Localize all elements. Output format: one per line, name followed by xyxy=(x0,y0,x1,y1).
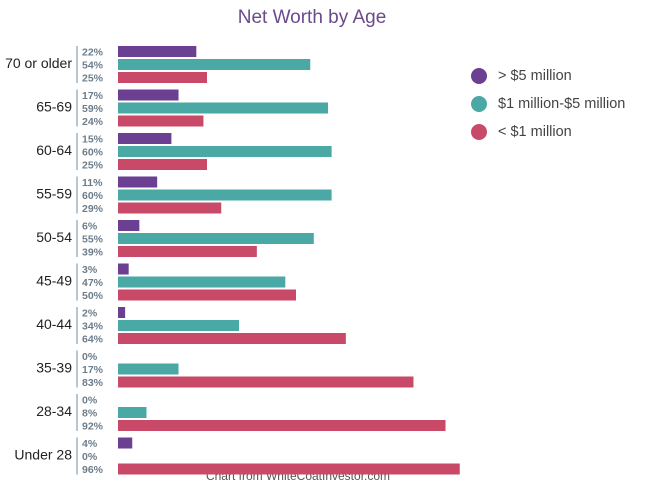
bar xyxy=(118,307,126,318)
bar xyxy=(118,102,329,114)
value-label: 96% xyxy=(82,464,104,476)
bar xyxy=(118,407,147,418)
value-label: 39% xyxy=(82,246,104,258)
value-label: 50% xyxy=(82,290,104,302)
bar xyxy=(118,376,414,388)
category-label: 35-39 xyxy=(36,360,72,376)
category-label: Under 28 xyxy=(14,447,72,463)
bar xyxy=(118,333,346,344)
bar xyxy=(118,159,207,170)
bar xyxy=(118,72,207,83)
category-label: 45-49 xyxy=(36,273,72,289)
value-label: 92% xyxy=(82,420,104,432)
bar xyxy=(118,133,172,144)
value-label: 54% xyxy=(82,59,104,71)
value-label: 60% xyxy=(82,146,104,158)
bar xyxy=(118,233,314,244)
category-label: 55-59 xyxy=(36,186,72,202)
bar xyxy=(118,46,197,57)
value-label: 2% xyxy=(82,307,98,319)
bar xyxy=(118,437,133,449)
bar xyxy=(118,189,332,201)
bar xyxy=(118,202,222,214)
legend-label: $1 million-$5 million xyxy=(498,96,625,112)
value-label: 29% xyxy=(82,203,104,215)
value-label: 11% xyxy=(82,177,103,189)
bar xyxy=(118,115,204,127)
category-label: 65-69 xyxy=(36,99,72,115)
value-label: 83% xyxy=(82,377,104,389)
value-label: 0% xyxy=(82,451,98,463)
bar xyxy=(118,276,286,288)
bar xyxy=(118,263,129,275)
value-label: 0% xyxy=(82,351,98,363)
bar xyxy=(118,89,179,101)
bar xyxy=(118,146,332,157)
value-label: 22% xyxy=(82,46,104,58)
value-label: 3% xyxy=(82,264,98,276)
bar xyxy=(118,176,158,188)
value-label: 0% xyxy=(82,394,98,406)
category-label: 28-34 xyxy=(36,403,72,419)
bar xyxy=(118,289,296,301)
chart-title: Net Worth by Age xyxy=(238,7,387,28)
category-label: 70 or older xyxy=(5,55,72,71)
bar xyxy=(118,220,140,231)
value-label: 60% xyxy=(82,190,104,202)
category-label: 40-44 xyxy=(36,316,72,332)
bar xyxy=(118,363,179,375)
bar xyxy=(118,246,257,257)
legend-marker xyxy=(471,124,487,140)
bar xyxy=(118,420,446,431)
bar xyxy=(118,463,460,475)
value-label: 24% xyxy=(82,116,104,128)
value-label: 17% xyxy=(82,90,104,102)
category-label: 50-54 xyxy=(36,229,72,245)
legend-label: < $1 million xyxy=(498,124,572,140)
value-label: 25% xyxy=(82,72,104,84)
value-label: 34% xyxy=(82,320,104,332)
value-label: 25% xyxy=(82,159,104,171)
value-label: 59% xyxy=(82,103,104,115)
bar xyxy=(118,320,240,331)
legend-marker xyxy=(471,68,487,84)
value-label: 17% xyxy=(82,364,104,376)
value-label: 6% xyxy=(82,220,98,232)
value-label: 4% xyxy=(82,438,98,450)
category-label: 60-64 xyxy=(36,142,72,158)
value-label: 8% xyxy=(82,407,98,419)
value-label: 47% xyxy=(82,277,104,289)
value-label: 64% xyxy=(82,333,104,345)
value-label: 15% xyxy=(82,133,104,145)
bar xyxy=(118,59,311,70)
legend-marker xyxy=(471,96,487,112)
value-label: 55% xyxy=(82,233,104,245)
legend-label: > $5 million xyxy=(498,68,572,84)
